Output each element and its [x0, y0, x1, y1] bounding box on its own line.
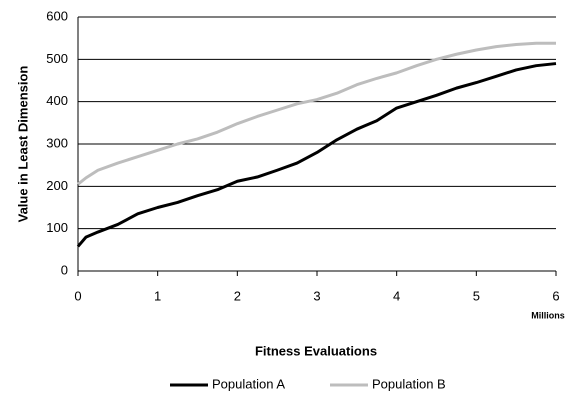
x-unit-label: Millions — [531, 310, 565, 320]
y-tick-label: 600 — [46, 8, 68, 23]
y-tick-label: 500 — [46, 51, 68, 66]
x-axis-label: Fitness Evaluations — [255, 343, 377, 358]
x-tick-label: 6 — [552, 288, 559, 303]
legend-label: Population A — [212, 376, 285, 391]
y-tick-label: 400 — [46, 93, 68, 108]
x-tick-label: 3 — [313, 288, 320, 303]
x-tick-label: 4 — [393, 288, 400, 303]
series-line — [76, 62, 557, 248]
y-tick-label: 0 — [61, 262, 68, 277]
series-line — [77, 41, 556, 186]
x-tick-label: 0 — [74, 288, 81, 303]
y-axis-label: Value in Least Dimension — [15, 66, 30, 223]
x-tick-label: 2 — [234, 288, 241, 303]
x-tick-label: 1 — [154, 288, 161, 303]
y-tick-label: 200 — [46, 178, 68, 193]
y-tick-label: 100 — [46, 220, 68, 235]
legend-label: Population B — [372, 376, 446, 391]
x-tick-label: 5 — [473, 288, 480, 303]
y-tick-label: 300 — [46, 135, 68, 150]
